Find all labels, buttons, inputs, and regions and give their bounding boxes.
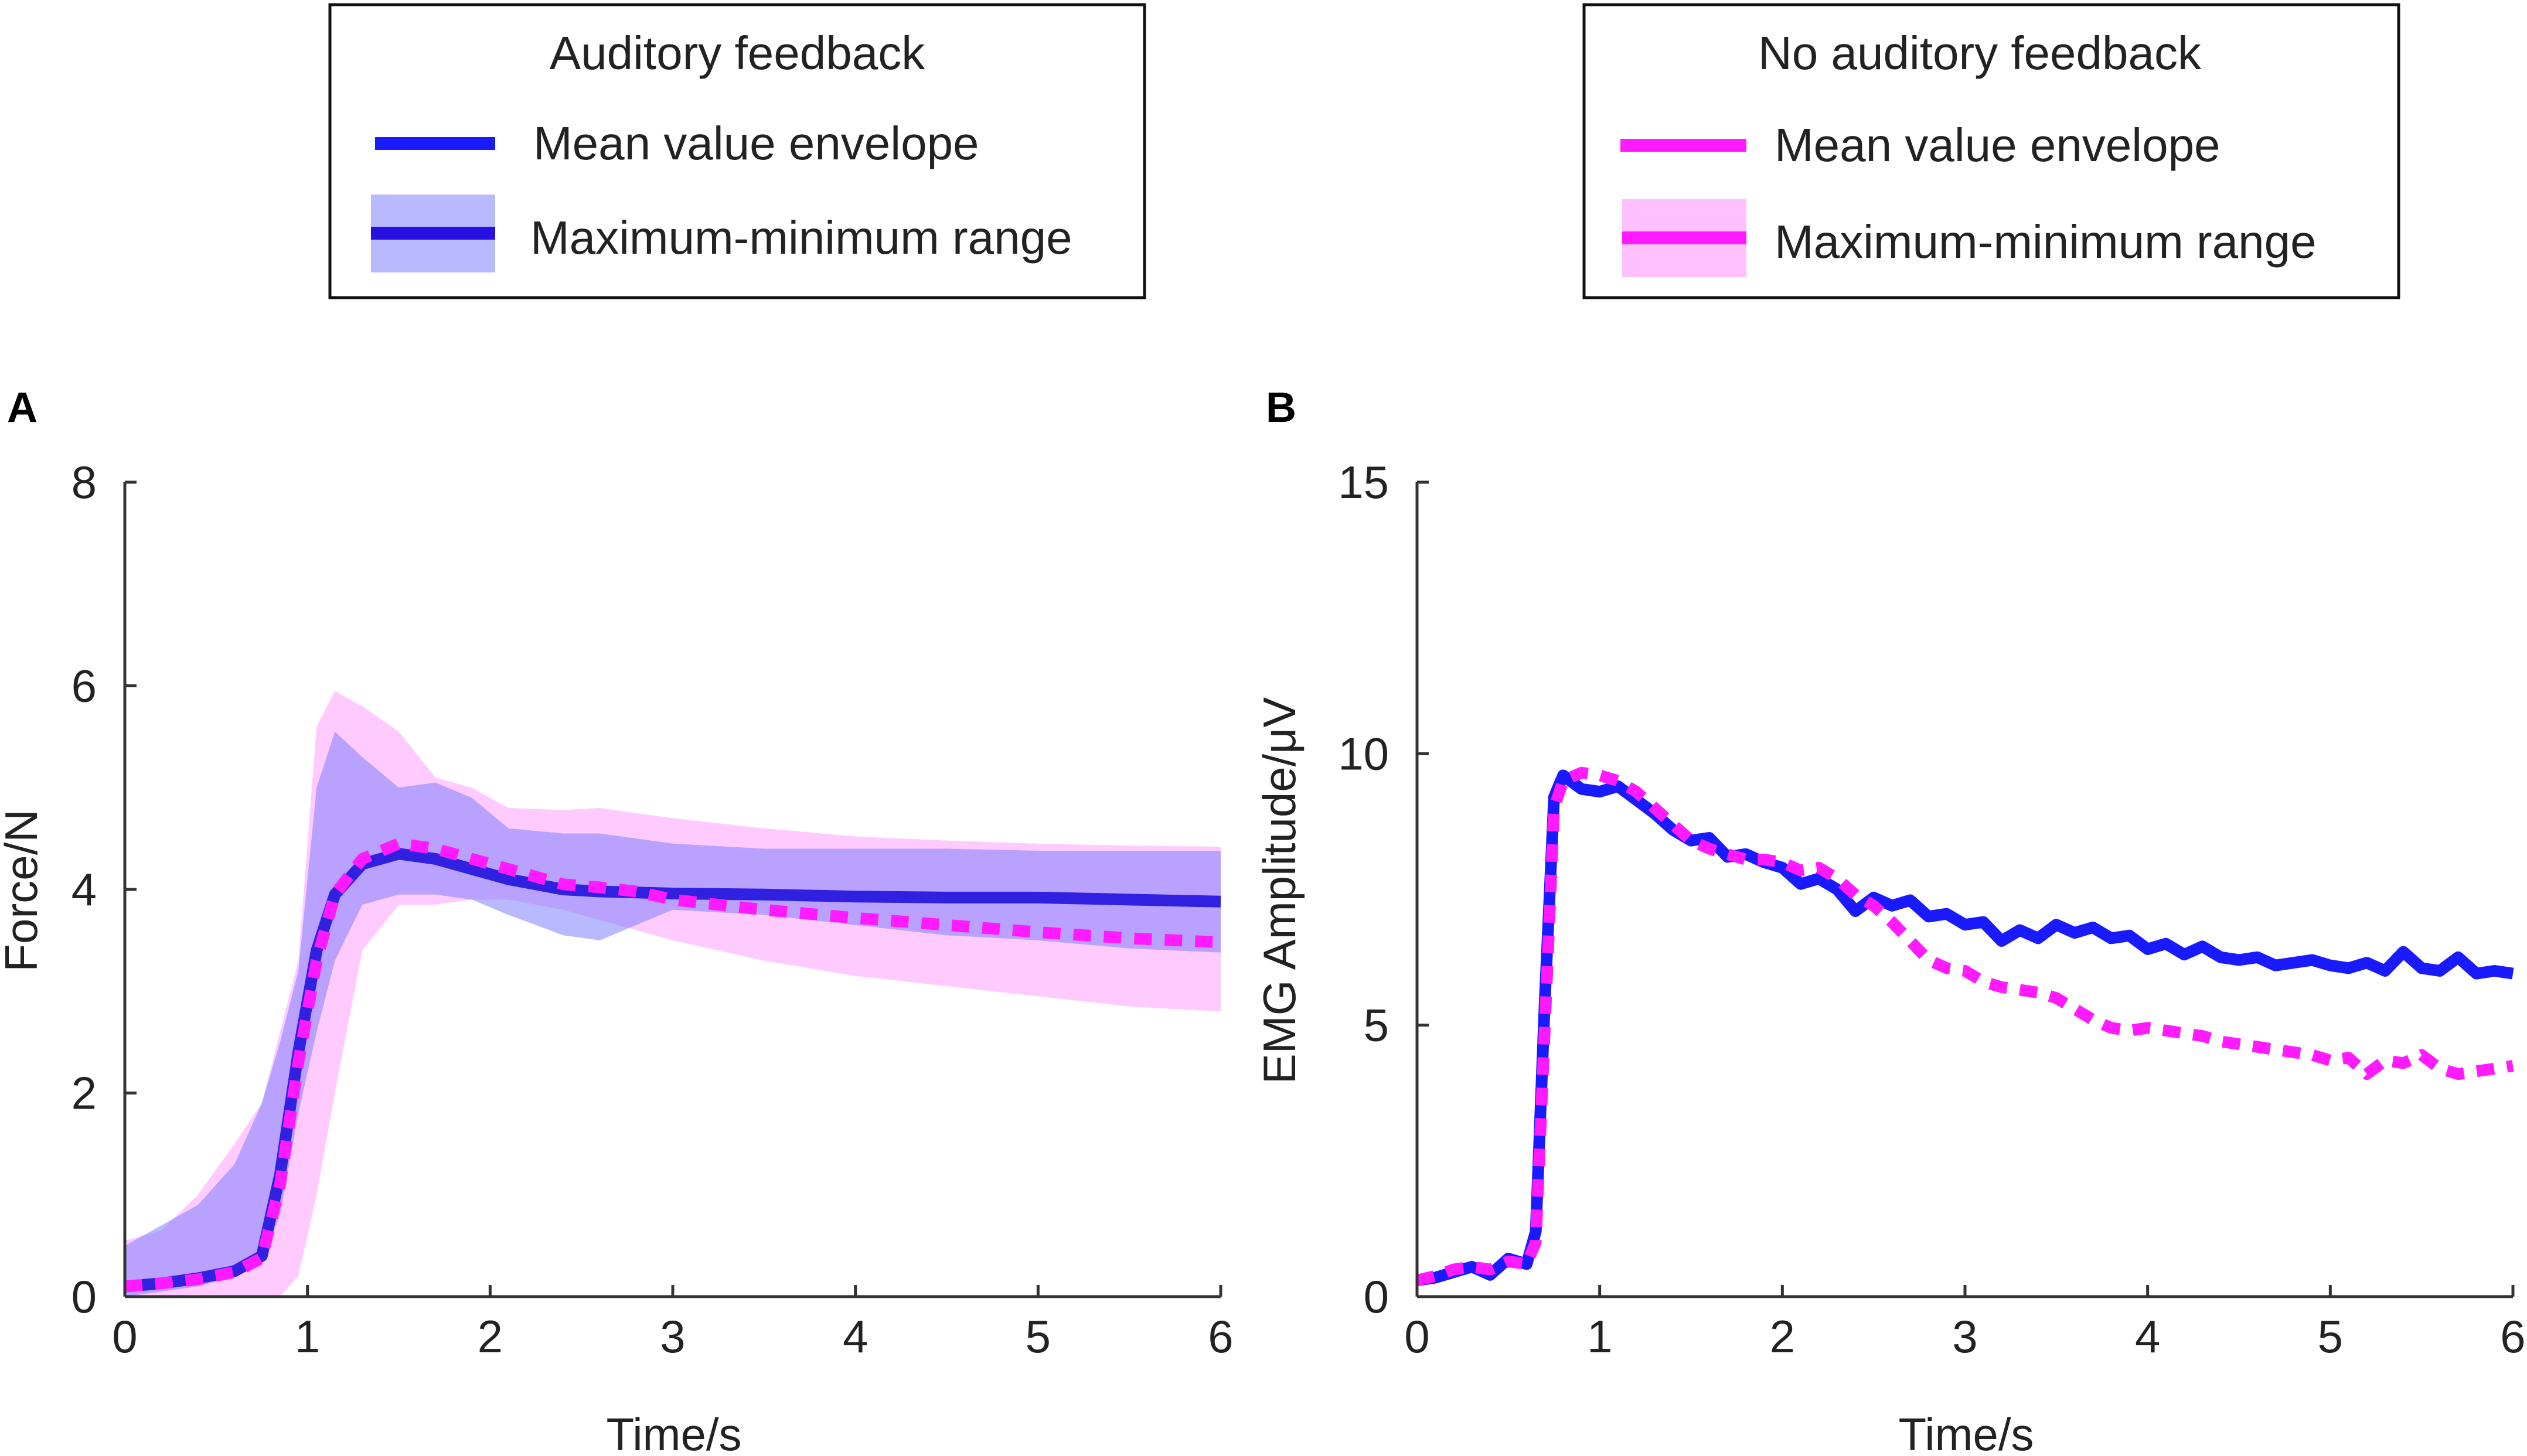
- chart-emg-xlabel: Time/s: [1898, 1409, 2034, 1456]
- chart-force-axes: 0 1 2 3 4 5 6 0 2 4 6 8: [71, 456, 1234, 1362]
- legend-auditory-range-label: Maximum-minimum range: [530, 212, 1072, 264]
- chart-emg-lines: [1415, 766, 2514, 1287]
- range-band-auditory: [125, 731, 1221, 1297]
- y-tick-label: 2: [71, 1068, 97, 1119]
- chart-force: 0 1 2 3 4 5 6 0 2 4 6 8 Time/s Force/N: [0, 456, 1234, 1456]
- x-tick-label: 4: [2135, 1311, 2160, 1362]
- y-tick-label: 15: [1338, 456, 1389, 508]
- chart-emg-ylabel: EMG Amplitude/μV: [1254, 697, 1305, 1085]
- y-tick-label: 6: [71, 660, 97, 712]
- x-tick-label: 6: [2500, 1311, 2525, 1362]
- x-tick-label: 5: [1026, 1311, 1051, 1362]
- y-tick-label: 0: [71, 1271, 97, 1322]
- legend-no-auditory-range-label: Maximum-minimum range: [1775, 216, 2317, 268]
- x-tick-label: 3: [1952, 1311, 1977, 1362]
- x-tick-label: 5: [2318, 1311, 2343, 1362]
- chart-force-xlabel: Time/s: [606, 1409, 741, 1456]
- range-band-no-auditory: [125, 691, 1221, 1297]
- x-tick-label: 0: [112, 1311, 137, 1362]
- y-tick-label: 5: [1364, 1000, 1389, 1051]
- legend-no-auditory-title: No auditory feedback: [1758, 27, 2202, 79]
- x-tick-label: 1: [295, 1311, 320, 1362]
- chart-emg-axes: 0 1 2 3 4 5 6 0 5 10 15: [1338, 456, 2525, 1362]
- x-tick-label: 3: [660, 1311, 685, 1362]
- legend-auditory: Auditory feedback Mean value envelope Ma…: [328, 3, 1146, 299]
- legend-auditory-mean-label: Mean value envelope: [533, 117, 979, 169]
- x-tick-label: 1: [1587, 1311, 1612, 1362]
- x-tick-label: 2: [1770, 1311, 1795, 1362]
- y-tick-label: 8: [71, 456, 97, 508]
- y-tick-label: 4: [71, 864, 97, 915]
- chart-force-ylabel: Force/N: [0, 809, 47, 971]
- x-tick-label: 6: [1208, 1311, 1233, 1362]
- panel-letter-b: B: [1266, 384, 1296, 431]
- series-line-no-auditory: [124, 837, 1221, 1293]
- y-tick-label: 10: [1338, 728, 1389, 779]
- x-tick-label: 0: [1404, 1311, 1429, 1362]
- legend-no-auditory-mean-label: Mean value envelope: [1775, 119, 2221, 171]
- y-tick-label: 0: [1364, 1271, 1389, 1322]
- chart-force-bands: [125, 691, 1221, 1297]
- panel-letter-a: A: [7, 384, 38, 431]
- legend-no-auditory: No auditory feedback Mean value envelope…: [1582, 3, 2400, 299]
- chart-force-lines: [124, 837, 1221, 1293]
- chart-emg: 0 1 2 3 4 5 6 0 5 10 15 Time/s EMG Amplitude/μV: [1254, 456, 2526, 1456]
- legend-auditory-title: Auditory feedback: [550, 27, 925, 79]
- x-tick-label: 4: [843, 1311, 868, 1362]
- series-line-auditory: [1416, 769, 2514, 1287]
- series-line-no-auditory: [1415, 766, 2514, 1286]
- x-tick-label: 2: [478, 1311, 503, 1362]
